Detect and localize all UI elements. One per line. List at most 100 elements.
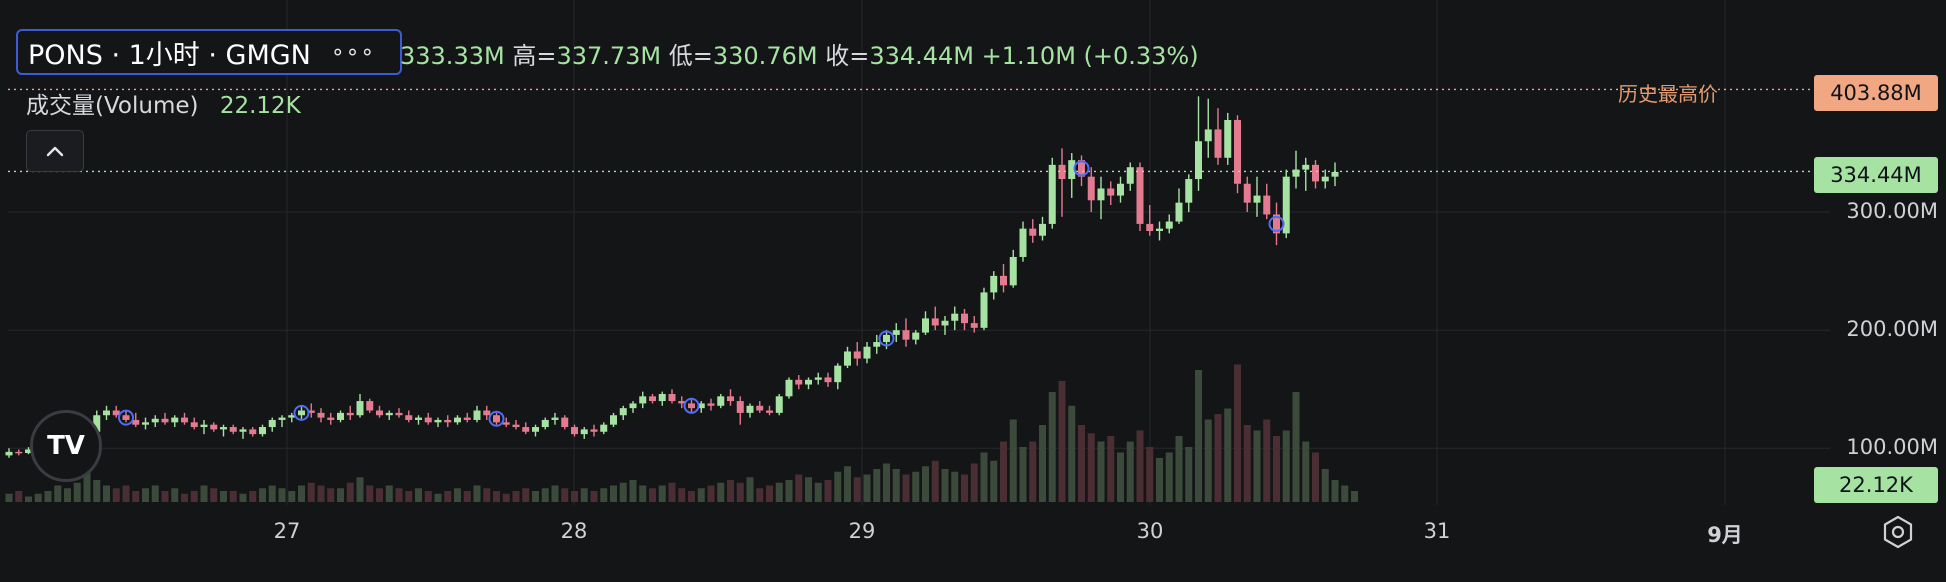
volume-bar [220, 491, 227, 502]
time-tick-label: 28 [560, 519, 588, 543]
event-marker [1268, 215, 1285, 232]
last-price-badge: 334.44M [1814, 157, 1938, 193]
volume-bar [1000, 441, 1007, 502]
volume-bar [317, 485, 325, 502]
candle-body [1243, 183, 1251, 203]
more-options-icon[interactable]: ∘∘∘ [330, 39, 376, 65]
volume-bar [502, 493, 510, 502]
volume-bar [649, 488, 656, 502]
candle-body [259, 427, 266, 435]
ath-price-badge: 403.88M [1814, 75, 1938, 111]
volume-bar [1195, 370, 1202, 502]
volume-bar [171, 488, 179, 502]
candle-body [502, 422, 510, 425]
volume-bar [756, 488, 764, 502]
volume-bar [639, 485, 647, 502]
candle-body [112, 410, 120, 416]
candle-body [210, 424, 218, 430]
candle-body [15, 451, 23, 454]
candle-body [1097, 188, 1105, 201]
volume-bar [1156, 458, 1163, 502]
candle-body [1117, 183, 1124, 196]
volume-bar [44, 491, 52, 502]
candle-body [785, 379, 793, 397]
chart-settings-button[interactable] [1878, 512, 1918, 552]
volume-bar [5, 493, 13, 502]
candle-body [161, 418, 169, 423]
candle-body [707, 403, 715, 406]
candle-body [970, 323, 978, 328]
volume-bar [142, 488, 149, 502]
open-value: 333.33M [400, 42, 505, 70]
volume-bar [1048, 392, 1056, 502]
volume-bar [1243, 425, 1251, 502]
event-marker [488, 410, 505, 427]
volume-bar [93, 480, 101, 502]
volume-bar [1029, 441, 1037, 502]
candle-body [717, 396, 725, 406]
candle-body [200, 424, 208, 428]
volume-bar [717, 482, 725, 502]
volume-bar [161, 491, 169, 502]
candle-body [376, 410, 383, 416]
event-marker [118, 409, 134, 426]
volume-bar [1341, 485, 1349, 502]
volume-bar [444, 491, 452, 502]
candle-body [561, 417, 569, 428]
time-tick-label: 29 [848, 519, 876, 543]
change-value: +1.10M (+0.33%) [981, 42, 1199, 70]
candle-body [775, 396, 783, 413]
volume-value: 22.12K [219, 93, 301, 119]
time-tick-label: 30 [1136, 519, 1164, 543]
volume-bar [1273, 436, 1280, 502]
volume-bar [883, 463, 890, 502]
volume-label: 成交量(Volume) [26, 93, 199, 119]
volume-bar [385, 485, 393, 502]
candle-body [883, 334, 890, 343]
candle-body [639, 396, 647, 404]
volume-bar [239, 493, 247, 502]
volume-bar [1292, 392, 1300, 502]
volume-bar [707, 485, 715, 502]
volume-bar [415, 488, 422, 502]
symbol-selector[interactable]: PONS · 1小时 · GMGN ∘∘∘ [16, 29, 402, 75]
volume-bar [912, 471, 920, 502]
volume-bar [746, 477, 754, 502]
volume-bar [181, 493, 188, 502]
volume-bar [951, 471, 959, 502]
volume-bar [551, 485, 559, 502]
volume-bar [1136, 430, 1144, 502]
tradingview-logo-icon[interactable]: TV [30, 410, 102, 482]
price-tick-label: 100.00M [1846, 435, 1938, 460]
candle-body [1224, 119, 1232, 158]
candle-body [610, 415, 617, 425]
volume-bar [590, 491, 598, 502]
volume-bar [405, 491, 413, 502]
volume-bar [727, 480, 734, 502]
volume-bar [1126, 441, 1134, 502]
candle-body [1029, 228, 1037, 236]
volume-bar [73, 482, 81, 502]
candle-body [1019, 228, 1027, 257]
volume-bar [873, 469, 881, 502]
volume-bar [785, 480, 793, 502]
candle-body [1302, 164, 1310, 170]
volume-bar [619, 482, 627, 502]
event-marker [683, 397, 700, 414]
volume-bar [678, 488, 686, 502]
candle-body [571, 427, 578, 435]
candle-body [941, 320, 949, 326]
candle-body [220, 427, 227, 430]
volume-bar [64, 488, 71, 502]
collapse-legend-button[interactable] [26, 130, 84, 172]
volume-bar [766, 485, 773, 502]
volume-bar [1331, 480, 1339, 502]
volume-bar [600, 488, 608, 502]
volume-bar [580, 488, 588, 502]
volume-bar [571, 491, 578, 502]
close-label: 收= [825, 42, 870, 70]
symbol-label: PONS · 1小时 · GMGN [28, 39, 311, 71]
candle-body [678, 401, 686, 404]
